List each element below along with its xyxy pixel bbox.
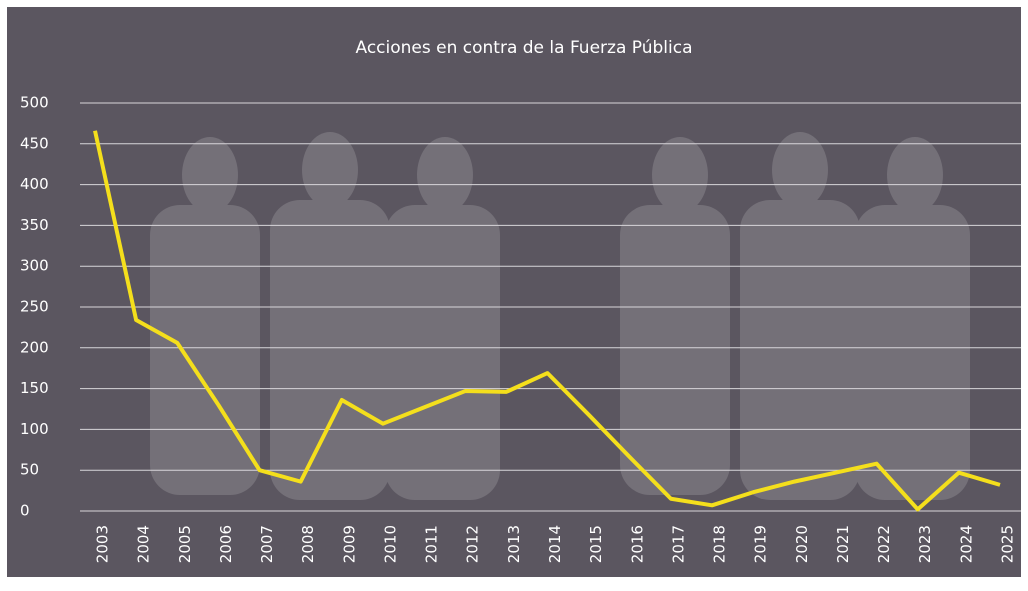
x-tick-label: 2016 (628, 525, 646, 563)
x-tick-label: 2018 (711, 525, 729, 563)
x-tick-label: 2004 (135, 525, 153, 563)
x-tick-label: 2008 (299, 525, 317, 563)
x-tick-label: 2007 (258, 525, 276, 563)
x-tick-label: 2009 (340, 525, 358, 563)
x-tick-label: 2011 (423, 525, 441, 563)
x-tick-label: 2020 (793, 525, 811, 563)
x-tick-label: 2013 (505, 525, 523, 563)
background-silhouettes (150, 132, 970, 500)
y-tick-label: 250 (20, 298, 49, 316)
x-tick-label: 2021 (834, 525, 852, 563)
x-tick-label: 2024 (957, 525, 975, 563)
x-tick-label: 2025 (999, 525, 1017, 563)
y-tick-label: 100 (20, 420, 49, 438)
x-tick-label: 2022 (875, 525, 893, 563)
x-tick-label: 2014 (546, 525, 564, 563)
y-tick-label: 150 (20, 379, 49, 397)
x-tick-label: 2023 (916, 525, 934, 563)
x-tick-label: 2010 (381, 525, 399, 563)
y-tick-label: 450 (20, 134, 49, 152)
y-tick-label: 400 (20, 175, 49, 193)
y-tick-label: 350 (20, 216, 49, 234)
x-tick-label: 2003 (94, 525, 112, 563)
y-tick-label: 200 (20, 338, 49, 356)
data-line (93, 130, 1001, 512)
y-tick-label: 0 (20, 502, 30, 520)
x-tick-label: 2019 (752, 525, 770, 563)
x-tick-label: 2006 (217, 525, 235, 563)
x-tick-label: 2012 (464, 525, 482, 563)
chart-title: Acciones en contra de la Fuerza Pública (355, 38, 692, 58)
x-tick-label: 2017 (669, 525, 687, 563)
x-tick-label: 2005 (176, 525, 194, 563)
y-tick-label: 300 (20, 257, 49, 275)
y-tick-label: 50 (20, 461, 39, 479)
x-tick-label: 2015 (587, 525, 605, 563)
y-tick-label: 500 (20, 94, 49, 112)
